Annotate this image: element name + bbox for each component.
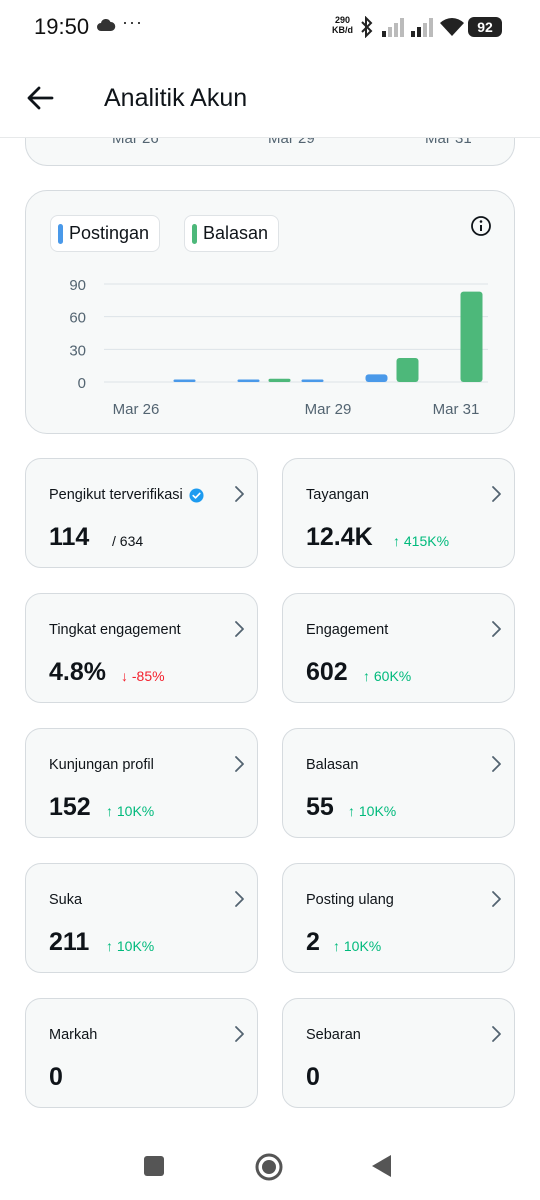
bluetooth-icon — [361, 16, 373, 38]
stat-title-text: Engagement — [306, 622, 389, 638]
stat-title-text: Sebaran — [306, 1027, 361, 1043]
signal-icon — [382, 18, 404, 37]
more-notifications-icon: ··· — [122, 12, 143, 32]
status-time: 19:50 — [34, 14, 90, 39]
chevron-right-icon — [492, 756, 501, 772]
status-bar: 19:50 ··· 290 KB/d 92 — [0, 0, 540, 56]
verified-badge-icon — [189, 487, 204, 503]
stat-card-kunjungan-profil[interactable]: Kunjungan profil 152 ↑ 10K% — [25, 728, 258, 838]
back-arrow-icon[interactable] — [24, 82, 56, 114]
stat-value: 0 — [306, 1063, 320, 1091]
legend-label: Postingan — [69, 223, 150, 243]
stat-card-tayangan[interactable]: Tayangan 12.4K ↑ 415K% — [282, 458, 515, 568]
bar-balasan-5 — [460, 291, 483, 382]
stat-value: 0 — [49, 1063, 63, 1091]
stat-change: ↓ -85% — [121, 668, 165, 684]
stat-change: ↑ 10K% — [348, 803, 397, 819]
battery-icon: 92 — [468, 17, 502, 37]
chevron-right-icon — [235, 621, 244, 637]
stat-title: Tayangan — [306, 487, 369, 503]
legend-balasan[interactable]: Balasan — [184, 215, 280, 252]
home-icon[interactable] — [254, 1152, 284, 1182]
stat-change: ↑ 10K% — [106, 803, 155, 819]
stat-total: / 634 — [112, 533, 144, 549]
stat-card-suka[interactable]: Suka 211 ↑ 10K% — [25, 863, 258, 973]
bar-chart: 0 30 60 90 Mar 26 Mar 29 Mar 31 — [69, 277, 488, 418]
stat-title-text: Tingkat engagement — [49, 622, 181, 638]
stat-change: ↑ 10K% — [333, 938, 382, 954]
bar-postingan-2 — [237, 379, 260, 382]
bar-postingan-4 — [365, 374, 388, 382]
stat-title-text: Balasan — [306, 757, 359, 773]
y-tick-label: 0 — [78, 375, 86, 392]
stat-value: 211 — [49, 928, 90, 956]
stat-card-tingkat-engagement[interactable]: Tingkat engagement 4.8% ↓ -85% — [25, 593, 258, 703]
stat-value: 12.4K — [306, 523, 373, 551]
stat-title-text: Pengikut terverifikasi — [49, 487, 183, 503]
chevron-right-icon — [492, 486, 501, 502]
stat-card-markah[interactable]: Markah 0 — [25, 998, 258, 1108]
legend-swatch — [192, 224, 197, 244]
chevron-right-icon — [492, 1026, 501, 1042]
app-header: Analitik Akun — [0, 56, 540, 138]
stat-title-text: Tayangan — [306, 487, 369, 503]
stat-value: 55 — [306, 793, 334, 821]
signal-icon — [411, 18, 433, 37]
stat-title: Tingkat engagement — [49, 622, 181, 638]
bar-balasan-4 — [396, 358, 419, 382]
stat-title-text: Markah — [49, 1027, 98, 1043]
recent-apps-icon[interactable] — [144, 1156, 164, 1176]
stat-change: ↑ 415K% — [393, 533, 450, 549]
x-tick-label: Mar 29 — [305, 401, 352, 418]
navigation-bar — [0, 1138, 540, 1200]
chart-card: Postingan Balasan 0 30 60 90 Mar 26 Mar 29 Mar… — [25, 190, 515, 434]
stat-value: 602 — [306, 658, 348, 686]
stat-title: Engagement — [306, 622, 388, 638]
chevron-right-icon — [492, 621, 501, 637]
x-tick-label: Mar 26 — [113, 401, 160, 418]
info-icon[interactable] — [470, 215, 492, 237]
stat-title: Balasan — [306, 757, 358, 773]
stat-value: 4.8% — [49, 658, 106, 686]
stat-title: Kunjungan profil — [49, 757, 154, 773]
chevron-right-icon — [235, 486, 244, 502]
wifi-icon — [440, 18, 464, 36]
stat-change: ↑ 10K% — [106, 938, 155, 954]
bar-postingan-1 — [173, 379, 196, 382]
stat-value: 2 — [306, 928, 320, 956]
nav-back-icon[interactable] — [370, 1153, 392, 1179]
bar-postingan-3 — [301, 379, 324, 382]
stat-card-balasan[interactable]: Balasan 55 ↑ 10K% — [282, 728, 515, 838]
y-tick-label: 30 — [69, 342, 86, 359]
stat-value: 114 — [49, 523, 90, 551]
bar-balasan-2 — [268, 378, 291, 382]
stat-card-posting-ulang[interactable]: Posting ulang 2 ↑ 10K% — [282, 863, 515, 973]
stat-title: Posting ulang — [306, 892, 394, 908]
stat-card-engagement[interactable]: Engagement 602 ↑ 60K% — [282, 593, 515, 703]
stat-title: Markah — [49, 1027, 97, 1043]
stat-value: 152 — [49, 793, 91, 821]
stat-title: Suka — [49, 892, 82, 908]
stat-card-pengikut-terverifikasi[interactable]: Pengikut terverifikasi 114 / 634 — [25, 458, 258, 568]
stat-title-text: Suka — [49, 892, 83, 908]
stat-card-sebaran[interactable]: Sebaran 0 — [282, 998, 515, 1108]
stat-title-text: Kunjungan profil — [49, 757, 154, 773]
x-tick-label: Mar 31 — [433, 401, 480, 418]
y-tick-label: 60 — [69, 310, 86, 327]
chevron-right-icon — [235, 1026, 244, 1042]
stat-title: Sebaran — [306, 1027, 361, 1043]
stat-change: ↑ 60K% — [363, 668, 412, 684]
stat-title: Pengikut terverifikasi — [49, 487, 204, 503]
chevron-right-icon — [235, 756, 244, 772]
legend-label: Balasan — [203, 223, 269, 243]
legend-postingan[interactable]: Postingan — [50, 215, 161, 252]
cloud-icon — [97, 18, 116, 31]
chevron-right-icon — [235, 891, 244, 907]
page-title: Analitik Akun — [104, 84, 248, 112]
legend-swatch — [58, 224, 63, 244]
chevron-right-icon — [492, 891, 501, 907]
y-tick-label: 90 — [69, 277, 86, 294]
network-speed: 290 KB/d — [332, 15, 353, 35]
stat-title-text: Posting ulang — [306, 892, 394, 908]
